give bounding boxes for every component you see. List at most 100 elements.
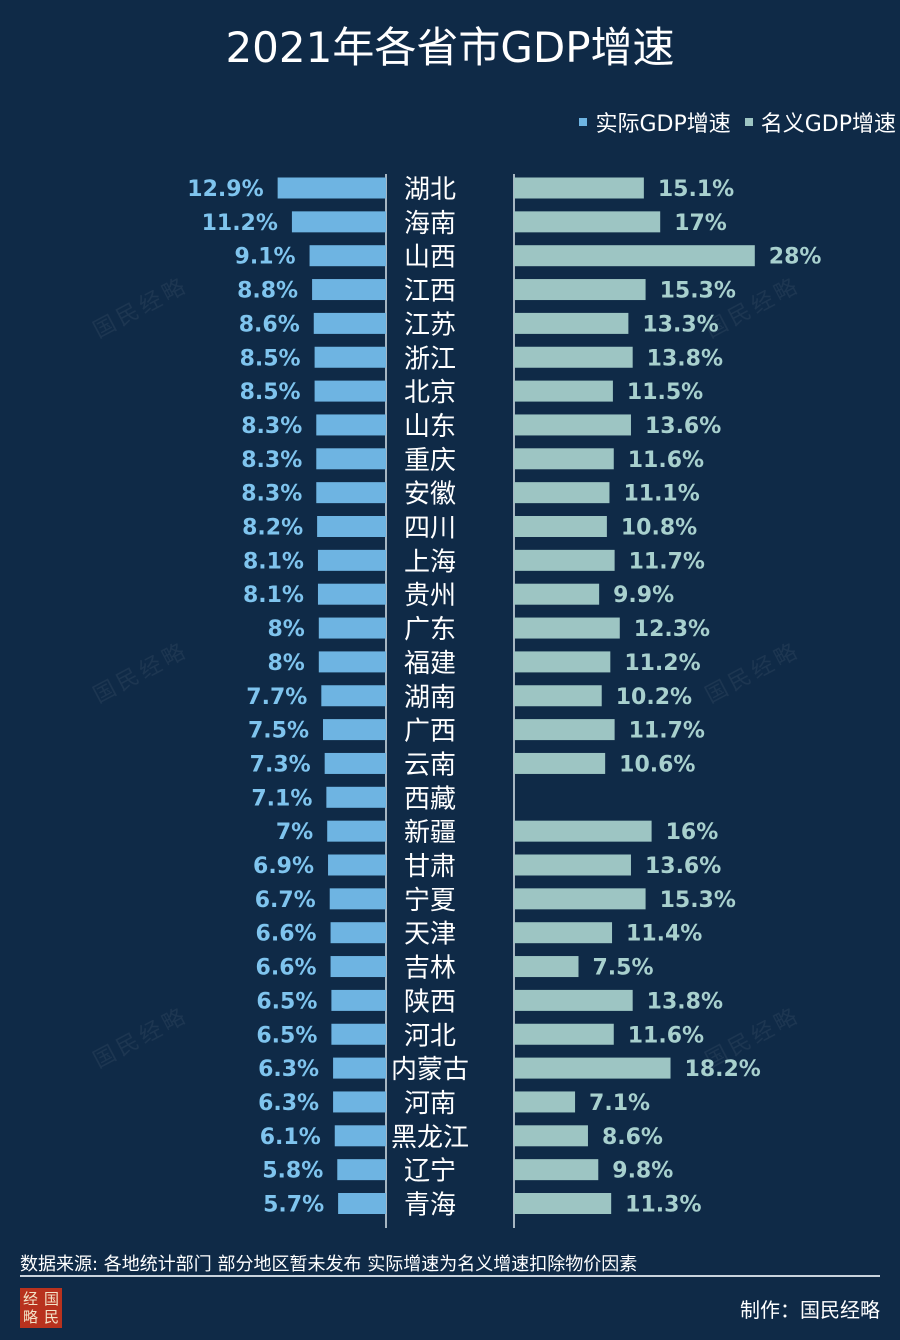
nominal-growth-label: 16% <box>666 820 719 845</box>
nominal-growth-bar <box>514 989 633 1011</box>
nominal-growth-bar <box>514 1057 671 1079</box>
real-growth-bar <box>314 380 386 402</box>
real-growth-bar <box>277 177 386 199</box>
real-growth-bar <box>309 245 386 267</box>
real-growth-bar <box>330 956 386 978</box>
publisher-logo: 经 国 略 民 <box>20 1288 62 1328</box>
real-growth-bar <box>291 211 386 233</box>
real-growth-label: 6.3% <box>258 1057 319 1082</box>
category-label: 山西 <box>404 243 456 273</box>
nominal-growth-label: 13.6% <box>645 414 721 439</box>
legend: 实际GDP增速 名义GDP增速 <box>579 106 896 138</box>
footer-divider <box>20 1275 880 1277</box>
category-label: 北京 <box>404 378 456 408</box>
nominal-growth-label: 10.2% <box>616 685 692 710</box>
category-label: 上海 <box>404 547 456 577</box>
category-label: 湖北 <box>404 175 456 205</box>
real-growth-label: 6.5% <box>256 989 317 1014</box>
real-growth-label: 7.5% <box>248 719 309 744</box>
nominal-growth-bar <box>514 583 600 605</box>
category-label: 江西 <box>404 277 456 307</box>
nominal-growth-bar <box>514 448 614 470</box>
real-growth-bar <box>324 752 386 774</box>
category-label: 浙江 <box>404 344 456 374</box>
nominal-growth-bar <box>514 617 620 639</box>
nominal-growth-label: 11.1% <box>623 482 699 507</box>
category-label: 河南 <box>404 1089 456 1119</box>
real-growth-bar <box>323 719 386 741</box>
chart-title: 2021年各省市GDP增速 <box>225 23 675 72</box>
real-growth-label: 9.1% <box>235 245 296 270</box>
nominal-growth-bar <box>514 956 579 978</box>
real-growth-bar <box>321 685 386 707</box>
nominal-growth-bar <box>514 888 646 910</box>
real-growth-bar <box>331 989 386 1011</box>
category-label: 辽宁 <box>404 1157 456 1187</box>
real-growth-label: 12.9% <box>187 177 263 202</box>
category-label: 西藏 <box>404 784 456 814</box>
real-growth-label: 8% <box>267 617 304 642</box>
category-label: 云南 <box>404 750 456 780</box>
nominal-growth-bar <box>514 719 615 741</box>
category-label: 天津 <box>404 920 456 950</box>
category-label: 湖南 <box>404 683 456 713</box>
nominal-growth-bar <box>514 312 629 334</box>
category-label: 黑龙江 <box>391 1123 469 1153</box>
nominal-growth-bar <box>514 820 652 842</box>
nominal-growth-label: 11.2% <box>624 651 700 676</box>
nominal-growth-label: 10.8% <box>621 516 697 541</box>
real-growth-label: 7% <box>276 820 313 845</box>
category-label: 四川 <box>404 514 456 544</box>
real-growth-label: 5.7% <box>263 1193 324 1218</box>
real-growth-bar <box>317 549 386 571</box>
nominal-growth-label: 11.7% <box>629 719 705 744</box>
category-label: 内蒙古 <box>391 1055 469 1085</box>
category-label: 山东 <box>404 412 456 442</box>
logo-char: 略 <box>22 1308 38 1326</box>
category-label: 海南 <box>404 209 456 239</box>
nominal-growth-label: 11.3% <box>625 1193 701 1218</box>
nominal-growth-label: 17% <box>674 211 727 236</box>
logo-char: 国 <box>43 1290 59 1308</box>
category-label: 河北 <box>404 1021 456 1051</box>
real-growth-bar <box>337 1159 386 1181</box>
real-growth-label: 5.8% <box>262 1159 323 1184</box>
real-growth-label: 8.3% <box>241 414 302 439</box>
category-label: 广东 <box>404 615 456 645</box>
nominal-growth-label: 13.8% <box>647 346 723 371</box>
nominal-growth-label: 11.5% <box>627 380 703 405</box>
real-growth-bar <box>316 482 386 504</box>
nominal-growth-bar <box>514 685 602 707</box>
real-growth-label: 11.2% <box>202 211 278 236</box>
nominal-growth-bar <box>514 1091 576 1113</box>
logo-char: 经 <box>22 1290 38 1308</box>
nominal-growth-label: 15.3% <box>660 279 736 304</box>
real-growth-bar <box>314 346 386 368</box>
real-growth-label: 8.3% <box>241 448 302 473</box>
category-label: 吉林 <box>404 954 456 984</box>
nominal-growth-bar <box>514 245 755 267</box>
real-growth-bar <box>316 414 386 436</box>
real-growth-bar <box>318 617 386 639</box>
nominal-growth-label: 7.5% <box>593 956 654 981</box>
real-growth-label: 6.6% <box>256 956 317 981</box>
nominal-growth-label: 13.8% <box>647 989 723 1014</box>
nominal-growth-label: 10.6% <box>619 752 695 777</box>
real-growth-bar <box>312 279 386 301</box>
category-label: 广西 <box>404 717 456 747</box>
nominal-growth-bar <box>514 211 661 233</box>
category-label: 宁夏 <box>404 886 456 916</box>
logo-char: 民 <box>43 1308 59 1326</box>
real-growth-label: 8.1% <box>243 583 304 608</box>
nominal-growth-bar <box>514 651 611 673</box>
nominal-growth-bar <box>514 414 631 436</box>
real-growth-bar <box>327 820 386 842</box>
category-label: 福建 <box>404 649 456 679</box>
real-growth-bar <box>334 1125 386 1147</box>
real-growth-bar <box>333 1091 386 1113</box>
real-growth-label: 8% <box>267 651 304 676</box>
nominal-growth-label: 8.6% <box>602 1125 663 1150</box>
real-growth-label: 8.8% <box>237 279 298 304</box>
nominal-growth-bar <box>514 549 615 571</box>
real-growth-bar <box>317 583 386 605</box>
